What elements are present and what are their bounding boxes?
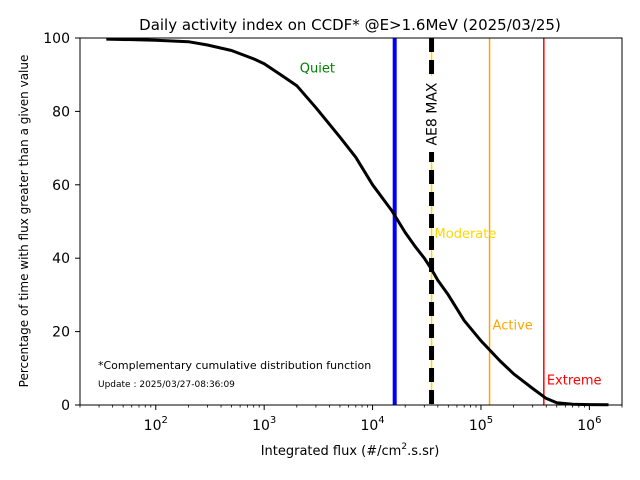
x-tick-label-base: 10 [252,418,270,434]
plot-area: *Complementary cumulative distribution f… [79,37,623,407]
threshold-label-quiet: Quiet [300,62,335,77]
x-tick-label-exponent: 2 [161,415,167,426]
x-tick-label-2: 102 [144,415,168,434]
x-tick-label-base: 10 [360,418,378,434]
x-tick-label-base: 10 [469,418,487,434]
x-tick-label-exponent: 5 [487,415,493,426]
x-tick-label-exponent: 6 [595,415,601,426]
x-tick-label-exponent: 4 [378,415,384,426]
x-axis-label-tail: .s.sr) [407,444,439,459]
x-tick-label-4: 104 [360,415,384,434]
x-tick-label-base: 10 [144,418,162,434]
y-tick-label-20: 20 [52,325,70,341]
footnote-text: *Complementary cumulative distribution f… [98,359,371,372]
x-axis-label-main: Integrated flux (#/cm [261,444,402,459]
threshold-label-active: Active [493,319,533,334]
x-tick-label-5: 105 [469,415,493,434]
y-axis-label: Percentage of time with flux greater tha… [17,55,31,388]
x-tick-label-exponent: 3 [270,415,276,426]
x-tick-label-base: 10 [577,418,595,434]
y-tick-label-60: 60 [52,178,70,194]
reference-line-label-ae8-max: AE8 MAX [425,82,441,145]
x-tick-label-6: 106 [577,415,601,434]
y-tick-label-80: 80 [52,104,70,120]
reference-line-label-bg-ae8-max [423,76,440,152]
plot-frame [79,37,623,406]
annotation-layer: *Complementary cumulative distribution f… [98,62,602,390]
threshold-label-extreme: Extreme [547,374,602,389]
threshold-label-moderate: Moderate [435,227,497,242]
x-axis: 102 103 104 105 106 [79,405,623,434]
y-tick-label-100: 100 [43,31,70,47]
x-tick-label-3: 103 [252,415,276,434]
chart-title: Daily activity index on CCDF* @E>1.6MeV … [139,16,561,34]
update-timestamp: Update : 2025/03/27-08:36:09 [98,380,235,390]
ccdf-series-line [106,37,609,407]
y-tick-label-0: 0 [61,398,70,414]
y-tick-label-40: 40 [52,251,70,267]
y-axis: 0 20 40 60 80 100 [43,31,80,414]
x-axis-label-superscript: 2 [401,442,407,452]
x-axis-label: Integrated flux (#/cm2.s.sr) [261,442,440,459]
